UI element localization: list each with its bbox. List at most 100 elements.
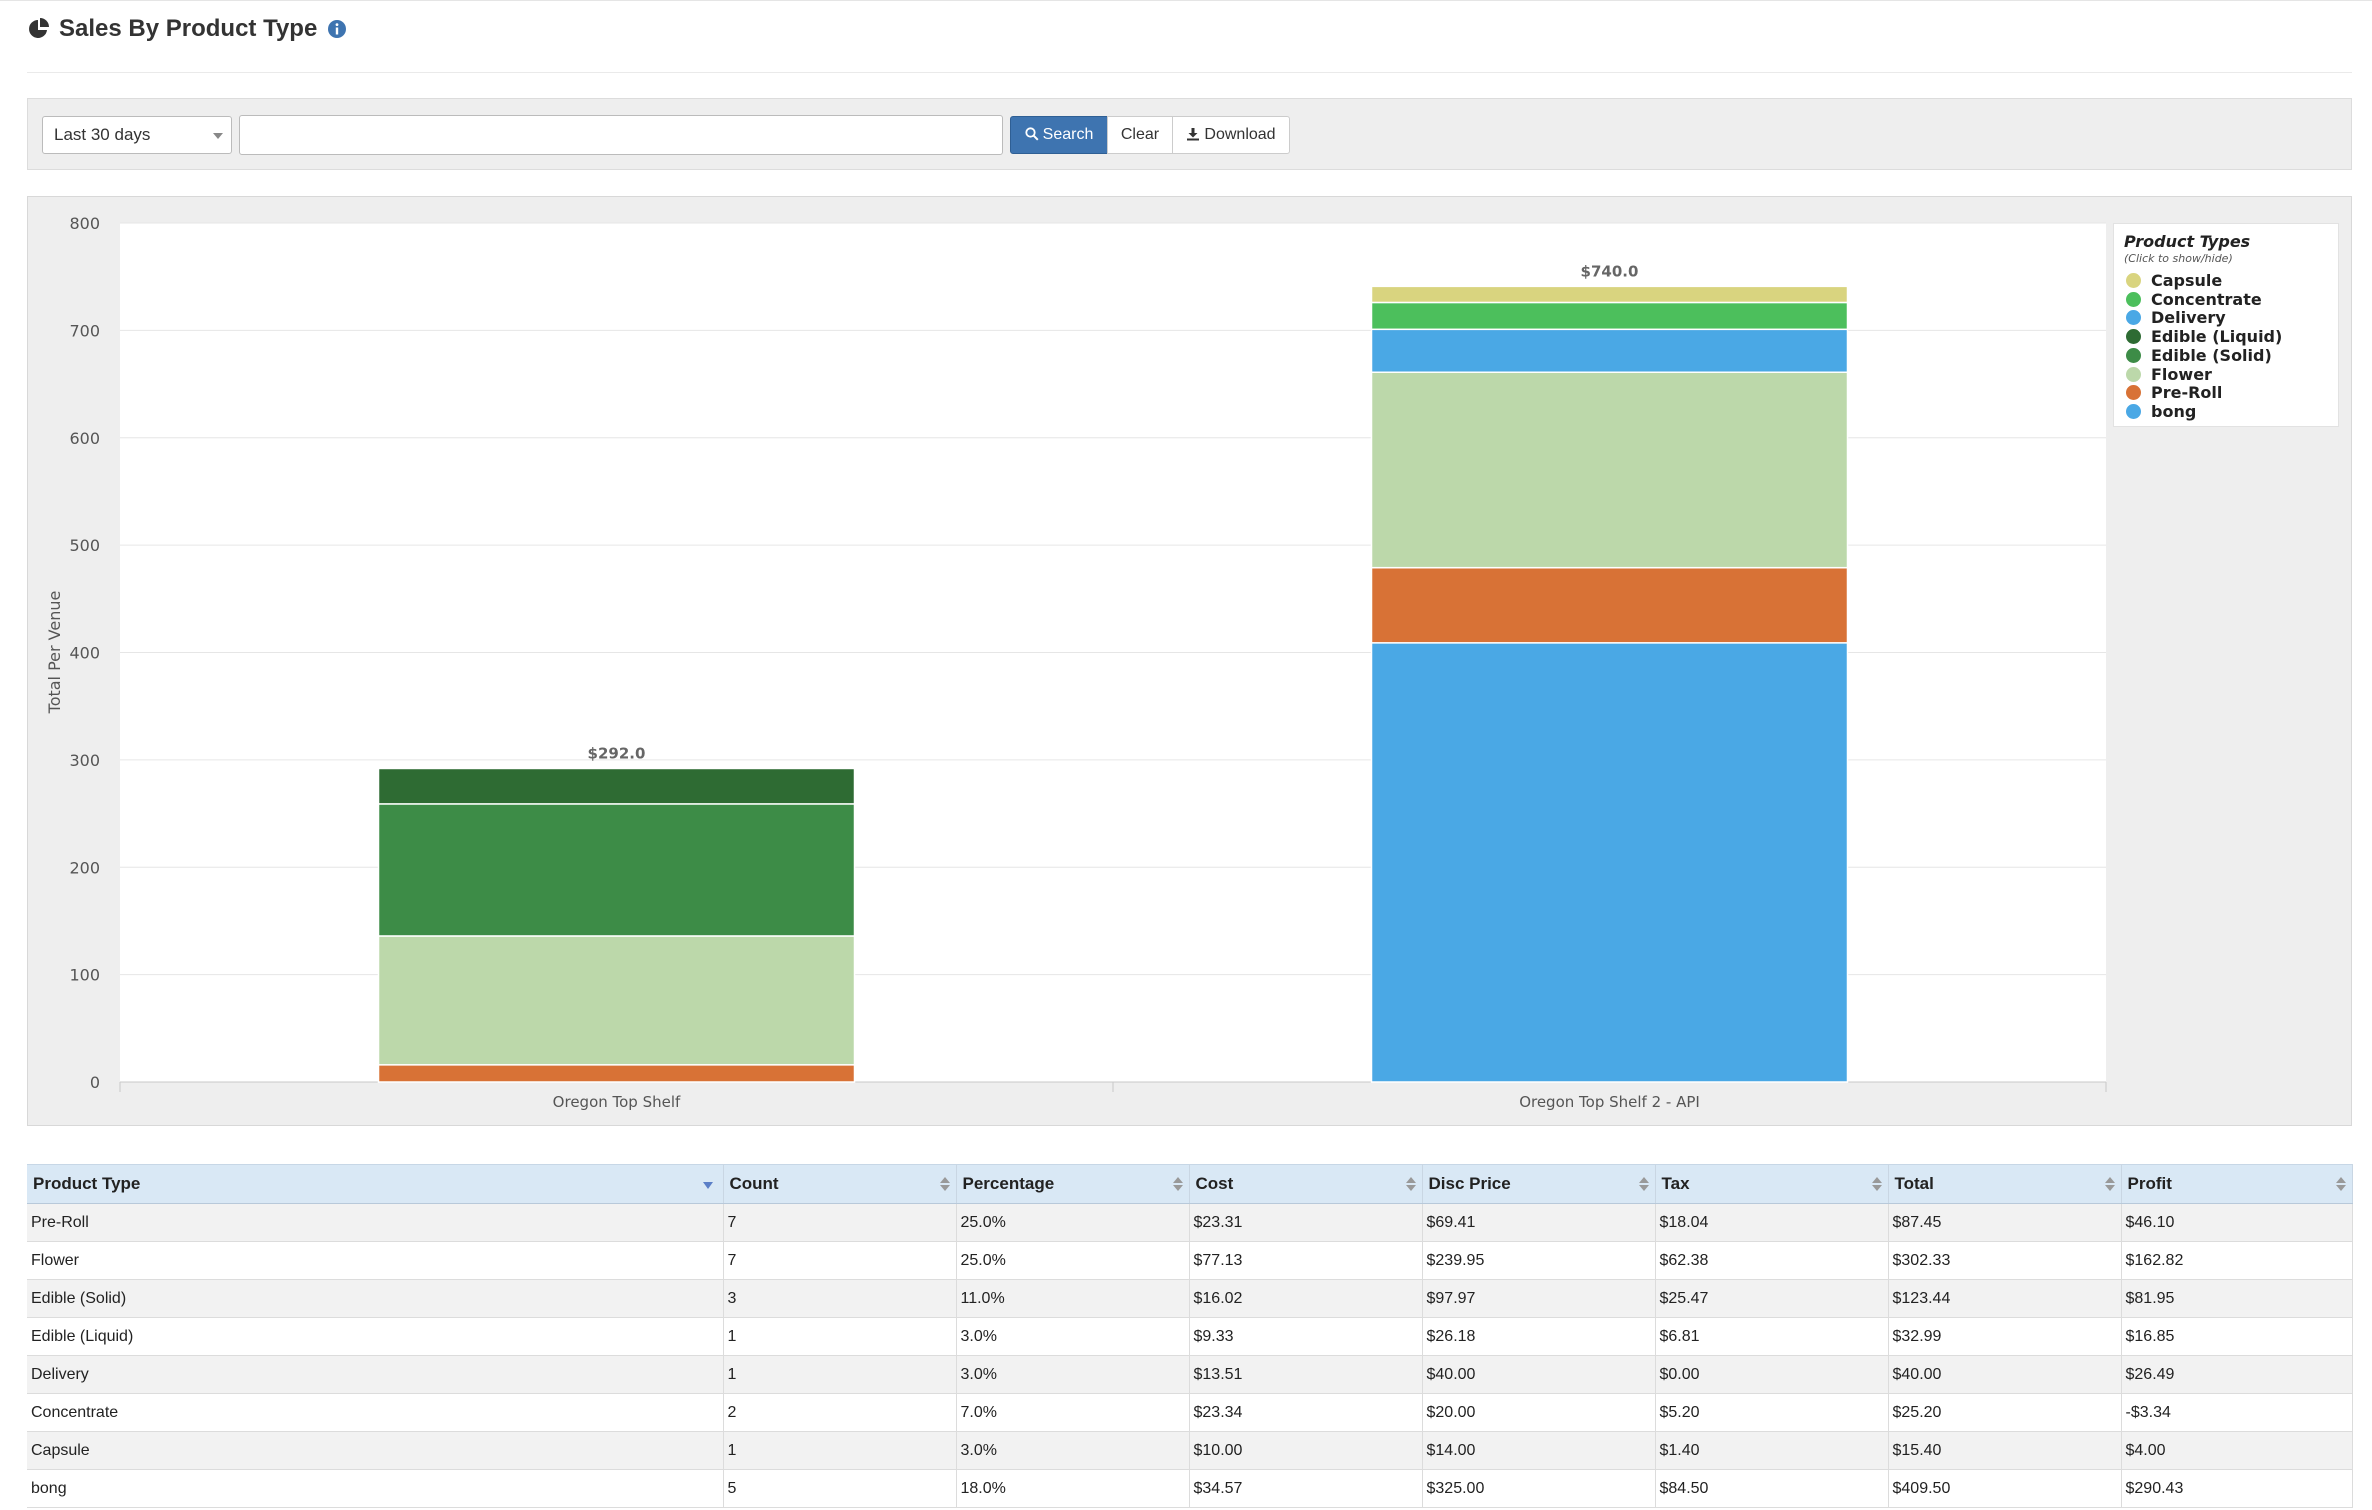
column-header[interactable]: Total bbox=[1888, 1164, 2122, 1204]
column-header[interactable]: Tax bbox=[1655, 1164, 1889, 1204]
y-tick-label: 600 bbox=[69, 429, 100, 448]
search-input[interactable] bbox=[239, 115, 1003, 155]
legend-subtitle: (Click to show/hide) bbox=[2124, 252, 2233, 265]
legend-item[interactable]: Edible (Liquid) bbox=[2126, 327, 2282, 346]
table-cell: $81.95 bbox=[2121, 1279, 2353, 1318]
table-cell: $20.00 bbox=[1422, 1393, 1656, 1432]
download-icon bbox=[1187, 128, 1200, 141]
legend-swatch bbox=[2126, 273, 2141, 288]
date-range-value: Last 30 days bbox=[54, 125, 151, 144]
table-cell: 18.0% bbox=[956, 1469, 1190, 1508]
table-row[interactable]: bong 5 18.0% $34.57 $325.00 $84.50 $409.50 $290… bbox=[27, 1469, 2353, 1508]
bar-segment bbox=[1370, 328, 1849, 374]
table-cell: 7 bbox=[723, 1203, 957, 1242]
column-header[interactable]: Count bbox=[723, 1164, 957, 1204]
table-cell: 7.0% bbox=[956, 1393, 1190, 1432]
legend-item[interactable]: bong bbox=[2126, 402, 2196, 421]
table-cell: $23.34 bbox=[1189, 1393, 1423, 1432]
legend-swatch bbox=[2126, 347, 2141, 363]
table-cell: $46.10 bbox=[2121, 1203, 2353, 1242]
table-cell: $9.33 bbox=[1189, 1317, 1423, 1356]
clear-button[interactable]: Clear bbox=[1107, 116, 1173, 154]
sort-icon bbox=[1638, 1177, 1649, 1191]
table-row[interactable]: Delivery 1 3.0% $13.51 $40.00 $0.00 $40.00 $26.… bbox=[27, 1355, 2353, 1394]
column-header-label: Count bbox=[729, 1174, 779, 1193]
table-row[interactable]: Pre-Roll 7 25.0% $23.31 $69.41 $18.04 $87.45 $4… bbox=[27, 1203, 2353, 1242]
search-button[interactable]: Search bbox=[1010, 116, 1108, 154]
legend-swatch bbox=[2126, 403, 2141, 419]
table-cell: $26.49 bbox=[2121, 1355, 2353, 1394]
legend-title: Product Types bbox=[2124, 232, 2251, 251]
info-icon[interactable] bbox=[327, 19, 347, 39]
table-cell: $6.81 bbox=[1655, 1317, 1889, 1356]
column-header-label: Profit bbox=[2127, 1174, 2172, 1193]
table-cell: $409.50 bbox=[1888, 1469, 2122, 1508]
column-header-label: Total bbox=[1894, 1174, 1934, 1193]
table-row[interactable]: Edible (Liquid) 1 3.0% $9.33 $26.18 $6.81 $32.… bbox=[27, 1317, 2353, 1356]
table-cell: $16.02 bbox=[1189, 1279, 1423, 1318]
legend-item[interactable]: Pre-Roll bbox=[2126, 383, 2222, 402]
table-cell: $5.20 bbox=[1655, 1393, 1889, 1432]
table-row[interactable]: Capsule 1 3.0% $10.00 $14.00 $1.40 $15.40 $4.00 bbox=[27, 1431, 2353, 1470]
legend-swatch bbox=[2126, 366, 2141, 382]
sort-icon bbox=[2104, 1177, 2115, 1191]
column-header-label: Cost bbox=[1195, 1174, 1234, 1193]
table-cell: $123.44 bbox=[1888, 1279, 2122, 1318]
column-header[interactable]: Percentage bbox=[956, 1164, 1190, 1204]
column-header-label: Percentage bbox=[962, 1174, 1055, 1193]
table-cell: $23.31 bbox=[1189, 1203, 1423, 1242]
table-cell: $34.57 bbox=[1189, 1469, 1423, 1508]
table-cell: $13.51 bbox=[1189, 1355, 1423, 1394]
table-row[interactable]: Edible (Solid) 3 11.0% $16.02 $97.97 $25.47 $1… bbox=[27, 1279, 2353, 1318]
legend-item[interactable]: Edible (Solid) bbox=[2126, 346, 2272, 365]
y-axis-label: Total Per Venue bbox=[45, 591, 64, 715]
sort-icon bbox=[939, 1177, 950, 1191]
column-header[interactable]: Cost bbox=[1189, 1164, 1423, 1204]
table-cell: $10.00 bbox=[1189, 1431, 1423, 1470]
legend-label: Concentrate bbox=[2151, 289, 2262, 309]
legend-item[interactable]: Flower bbox=[2126, 365, 2212, 384]
bar-segment bbox=[377, 767, 856, 805]
legend-swatch bbox=[2126, 385, 2141, 401]
table-cell: $84.50 bbox=[1655, 1469, 1889, 1508]
legend-swatch bbox=[2126, 310, 2141, 326]
column-header[interactable]: Product Type bbox=[27, 1164, 724, 1204]
table-cell: $162.82 bbox=[2121, 1241, 2353, 1280]
legend-swatch bbox=[2126, 329, 2141, 345]
y-tick-label: 500 bbox=[69, 536, 100, 555]
legend-label: Capsule bbox=[2151, 271, 2223, 290]
download-button[interactable]: Download bbox=[1172, 116, 1290, 154]
table-cell: $69.41 bbox=[1422, 1203, 1656, 1242]
legend-item[interactable]: Concentrate bbox=[2126, 290, 2262, 309]
table-cell: $26.18 bbox=[1422, 1317, 1656, 1356]
legend-item[interactable]: Delivery bbox=[2126, 308, 2226, 327]
chart-legend: Product Types (Click to show/hide) Capsu… bbox=[2113, 223, 2339, 427]
table-cell: Capsule bbox=[27, 1431, 724, 1470]
table-cell: $15.40 bbox=[1888, 1431, 2122, 1470]
table-cell: $25.20 bbox=[1888, 1393, 2122, 1432]
table-cell: 7 bbox=[723, 1241, 957, 1280]
sort-icon bbox=[2335, 1177, 2346, 1191]
table-cell: $18.04 bbox=[1655, 1203, 1889, 1242]
search-button-label: Search bbox=[1042, 126, 1094, 143]
table-cell: 11.0% bbox=[956, 1279, 1190, 1318]
legend-label: Edible (Solid) bbox=[2151, 345, 2272, 365]
bar-segment bbox=[1370, 642, 1849, 1083]
column-header[interactable]: Disc Price bbox=[1422, 1164, 1656, 1204]
bar-total-label: $740.0 bbox=[1581, 262, 1639, 280]
table-cell: $62.38 bbox=[1655, 1241, 1889, 1280]
legend-item[interactable]: Capsule bbox=[2126, 271, 2222, 290]
table-row[interactable]: Flower 7 25.0% $77.13 $239.95 $62.38 $302.33 $1… bbox=[27, 1241, 2353, 1280]
table-cell: $4.00 bbox=[2121, 1431, 2353, 1470]
chevron-down-icon bbox=[213, 133, 223, 139]
table-cell: $77.13 bbox=[1189, 1241, 1423, 1280]
column-header[interactable]: Profit bbox=[2121, 1164, 2353, 1204]
legend-label: bong bbox=[2151, 401, 2197, 421]
table-row[interactable]: Concentrate 2 7.0% $23.34 $20.00 $5.20 $25.20-… bbox=[27, 1393, 2353, 1432]
sort-icon bbox=[1405, 1177, 1416, 1191]
date-range-select[interactable]: Last 30 days bbox=[42, 116, 232, 154]
legend-label: Pre-Roll bbox=[2151, 383, 2223, 403]
pie-chart-icon bbox=[29, 18, 49, 38]
search-icon bbox=[1025, 127, 1039, 141]
table-cell: 3.0% bbox=[956, 1431, 1190, 1470]
